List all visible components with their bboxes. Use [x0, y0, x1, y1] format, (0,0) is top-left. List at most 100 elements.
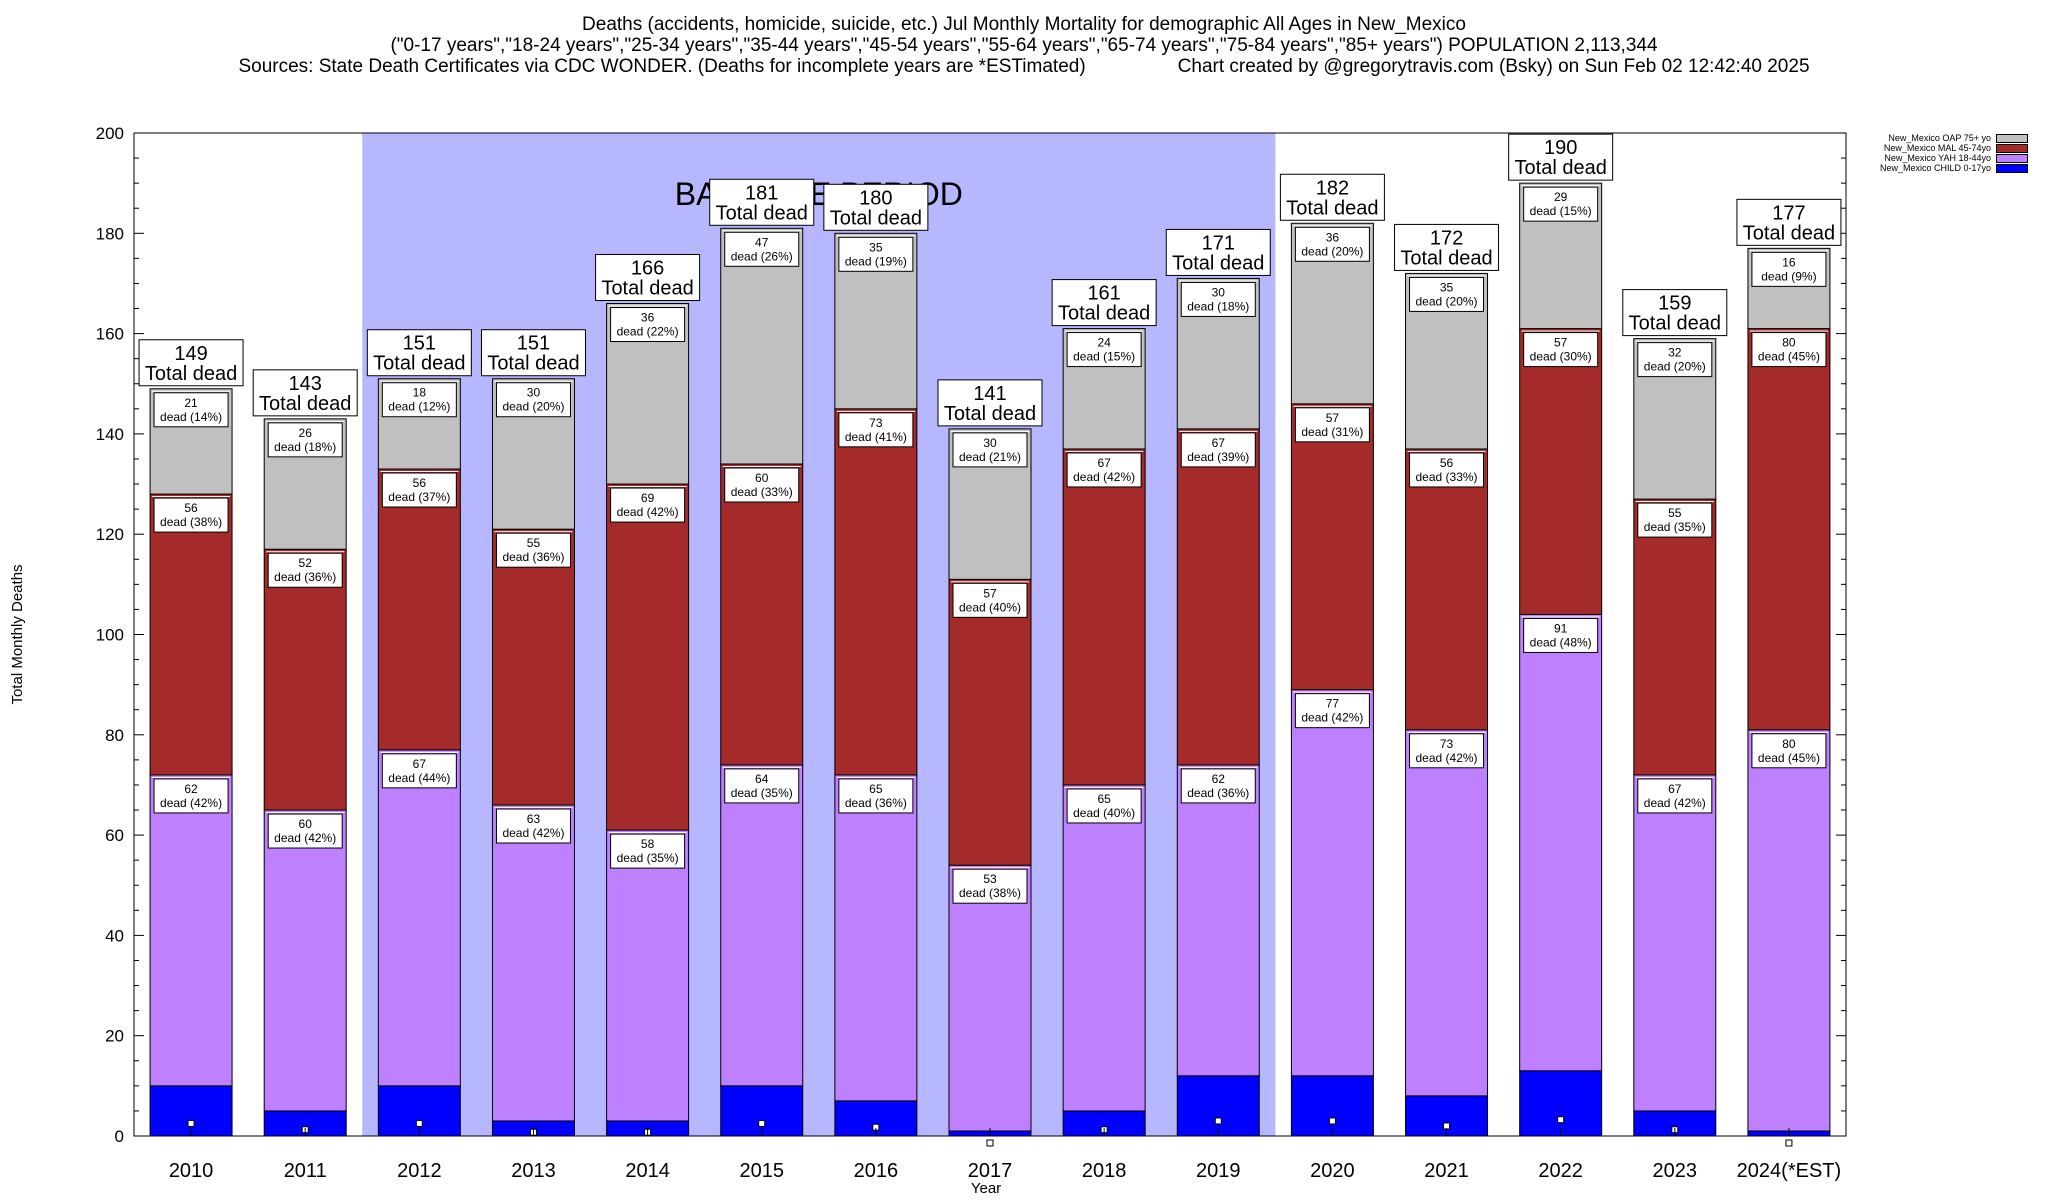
- x-tick-label: 2011: [284, 1160, 327, 1182]
- segment-percent-label: dead (35%): [617, 851, 679, 865]
- segment-label-box: [724, 768, 800, 804]
- total-dead-box: [1051, 279, 1157, 327]
- segment-label-box: [381, 753, 457, 789]
- y-tick-label: 40: [105, 926, 124, 945]
- x-tick-label: 2016: [854, 1160, 899, 1182]
- segment-label-box: [1066, 788, 1142, 824]
- segment-percent-label: dead (33%): [731, 485, 793, 499]
- legend-swatch: [1996, 133, 2029, 143]
- segment-label-box: [610, 307, 686, 343]
- segment-top-highlight: [608, 305, 687, 307]
- total-dead-value: 161: [1087, 283, 1120, 305]
- segment-label-box: [1523, 617, 1599, 653]
- y-tick-label: 0: [115, 1127, 124, 1146]
- segment-value-label: 91: [1554, 621, 1568, 635]
- total-dead-value: 141: [973, 383, 1006, 405]
- total-dead-label: Total dead: [373, 353, 465, 375]
- chart-source: Sources: State Death Certificates via CD…: [238, 56, 1086, 77]
- total-dead-value: 177: [1772, 202, 1805, 224]
- segment-percent-label: dead (9%): [1761, 269, 1816, 283]
- x-tick-label: 2021: [1424, 1160, 1469, 1182]
- segment-percent-label: dead (40%): [959, 600, 1021, 614]
- segment-top-highlight: [1749, 250, 1828, 252]
- segment-label-box: [838, 236, 914, 272]
- segment-value-label: 47: [755, 235, 769, 249]
- segment-percent-label: dead (18%): [274, 440, 336, 454]
- segment-top-highlight: [152, 496, 231, 498]
- bar-segment: [1747, 729, 1831, 1132]
- segment-percent-label: dead (35%): [1644, 520, 1706, 534]
- total-dead-label: Total dead: [1629, 313, 1721, 335]
- segment-percent-label: dead (36%): [845, 796, 907, 810]
- segment-top-highlight: [608, 832, 687, 834]
- bar-segment: [1290, 403, 1374, 691]
- segment-top-highlight: [266, 812, 345, 814]
- segment-top-highlight: [152, 390, 231, 392]
- x-tick-label: 2010: [169, 1160, 214, 1182]
- segment-label-box: [610, 487, 686, 523]
- bar-segment: [1633, 498, 1717, 776]
- segment-percent-label: dead (19%): [845, 254, 907, 268]
- segment-label-box: [838, 778, 914, 814]
- bar-segment: [1290, 1075, 1374, 1137]
- bar-segment: [1519, 328, 1603, 615]
- segment-percent-label: dead (37%): [388, 490, 450, 504]
- segment-percent-label: dead (45%): [1758, 350, 1820, 364]
- segment-top-highlight: [722, 465, 801, 467]
- x-tick-label: 2012: [397, 1160, 442, 1182]
- total-dead-box: [1622, 289, 1728, 337]
- child-segment-marker: [986, 1139, 994, 1147]
- bar-segment: [263, 809, 347, 1112]
- segment-value-label: 32: [1668, 346, 1682, 360]
- bar-segment: [834, 774, 918, 1102]
- segment-value-label: 58: [641, 837, 655, 851]
- segment-value-label: 57: [1326, 411, 1340, 425]
- segment-top-highlight: [1293, 225, 1372, 227]
- segment-value-label: 55: [527, 536, 541, 550]
- segment-label-box: [952, 582, 1028, 618]
- segment-top-highlight: [152, 776, 231, 778]
- segment-percent-label: dead (35%): [731, 786, 793, 800]
- segment-label-box: [267, 552, 343, 588]
- x-tick-label: 2017: [968, 1160, 1013, 1182]
- segment-label-box: [1294, 407, 1370, 443]
- segment-percent-label: dead (33%): [1416, 470, 1478, 484]
- legend-swatch: [1996, 163, 2029, 173]
- segment-value-label: 77: [1326, 697, 1340, 711]
- segment-percent-label: dead (42%): [160, 796, 222, 810]
- total-dead-value: 171: [1202, 232, 1235, 254]
- total-dead-label: Total dead: [830, 207, 922, 229]
- segment-percent-label: dead (12%): [388, 400, 450, 414]
- segment-top-highlight: [1749, 731, 1828, 733]
- segment-label-box: [1523, 186, 1599, 222]
- bar-segment: [720, 764, 804, 1087]
- segment-label-box: [1523, 332, 1599, 368]
- segment-value-label: 35: [1440, 280, 1454, 294]
- segment-value-label: 67: [1097, 456, 1111, 470]
- segment-top-highlight: [1179, 280, 1258, 282]
- segment-top-highlight: [951, 581, 1029, 583]
- total-dead-label: Total dead: [1058, 303, 1150, 325]
- segment-percent-label: dead (48%): [1530, 635, 1592, 649]
- segment-value-label: 30: [983, 436, 997, 450]
- bar-segment: [720, 463, 804, 766]
- segment-value-label: 67: [413, 757, 427, 771]
- segment-top-highlight: [266, 551, 345, 553]
- segment-value-label: 56: [413, 476, 427, 490]
- segment-value-label: 80: [1782, 737, 1796, 751]
- total-dead-box: [1508, 133, 1614, 181]
- segment-label-box: [952, 868, 1028, 904]
- segment-top-highlight: [494, 807, 573, 809]
- total-dead-value: 172: [1430, 227, 1463, 249]
- segment-label-box: [1180, 432, 1256, 468]
- segment-top-highlight: [1293, 405, 1372, 407]
- segment-value-label: 67: [1668, 782, 1682, 796]
- bar-segment: [1519, 613, 1603, 1072]
- legend-item: New_Mexico CHILD 0-17yo: [1880, 163, 2029, 173]
- bar-segment: [1176, 764, 1260, 1077]
- bar-segment: [1290, 689, 1374, 1077]
- total-dead-value: 166: [631, 258, 664, 280]
- segment-top-highlight: [722, 766, 801, 768]
- segment-label-box: [1409, 452, 1485, 488]
- segment-label-box: [724, 231, 800, 267]
